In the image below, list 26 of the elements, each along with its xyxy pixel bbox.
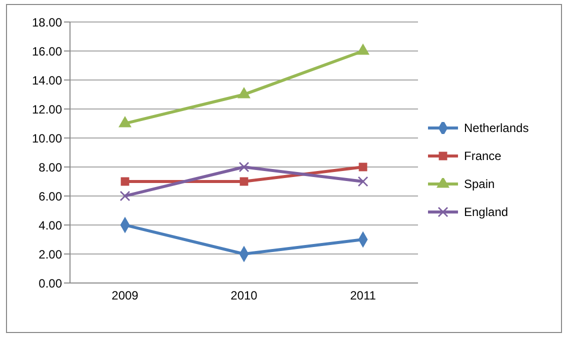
y-tick-label: 8.00 xyxy=(38,160,62,174)
x-tick-label: 2009 xyxy=(112,288,139,303)
point xyxy=(238,162,250,172)
x-tick-label: 2011 xyxy=(350,288,376,303)
y-tick-label: 14.00 xyxy=(32,73,62,88)
y-tick-label: 18.00 xyxy=(32,15,62,30)
y-tick-label: 2.00 xyxy=(38,247,62,262)
point xyxy=(240,177,248,186)
x-tick-label: 2010 xyxy=(230,288,258,303)
y-tick-label: 16.00 xyxy=(32,44,62,58)
legend-label: Spain xyxy=(464,177,495,191)
y-tick-label: 12.00 xyxy=(32,102,62,116)
legend-label: England xyxy=(464,205,508,219)
point xyxy=(238,87,250,98)
point xyxy=(118,116,132,128)
point xyxy=(358,162,368,172)
legend-label: Netherlands xyxy=(464,121,529,135)
y-tick-label: 4.00 xyxy=(38,218,62,232)
y-tick-label: 10.00 xyxy=(32,131,62,146)
point xyxy=(120,190,130,202)
point xyxy=(356,44,370,55)
legend-label: France xyxy=(464,149,502,163)
y-tick-label: 0.00 xyxy=(38,276,62,290)
point xyxy=(358,176,368,187)
y-tick-label: 6.00 xyxy=(38,189,62,204)
point xyxy=(120,177,130,186)
